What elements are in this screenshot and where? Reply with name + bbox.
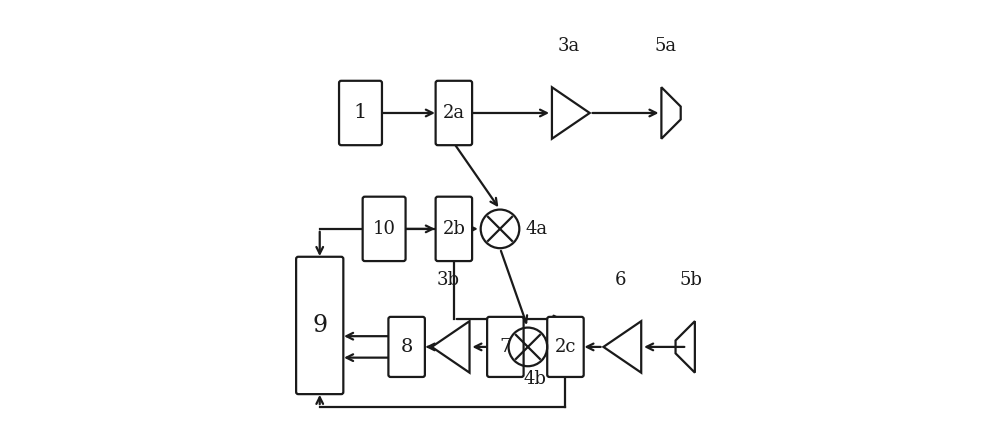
Text: 3b: 3b: [437, 271, 460, 289]
FancyBboxPatch shape: [339, 81, 382, 145]
Text: 3a: 3a: [558, 37, 580, 55]
Text: 4a: 4a: [526, 220, 548, 238]
Text: 4b: 4b: [524, 370, 546, 388]
Text: 6: 6: [614, 271, 626, 289]
FancyBboxPatch shape: [436, 197, 472, 261]
FancyBboxPatch shape: [388, 317, 425, 377]
Text: 1: 1: [354, 104, 367, 123]
Text: 2a: 2a: [443, 104, 465, 122]
FancyBboxPatch shape: [547, 317, 584, 377]
Text: 8: 8: [400, 338, 413, 356]
FancyBboxPatch shape: [363, 197, 406, 261]
Text: 5a: 5a: [654, 37, 676, 55]
Text: 5b: 5b: [680, 271, 702, 289]
Text: 9: 9: [312, 314, 327, 337]
Text: 10: 10: [373, 220, 396, 238]
FancyBboxPatch shape: [487, 317, 524, 377]
Text: 2b: 2b: [442, 220, 465, 238]
FancyBboxPatch shape: [296, 257, 343, 394]
Text: 2c: 2c: [555, 338, 576, 356]
Text: 7: 7: [499, 338, 512, 356]
FancyBboxPatch shape: [436, 81, 472, 145]
